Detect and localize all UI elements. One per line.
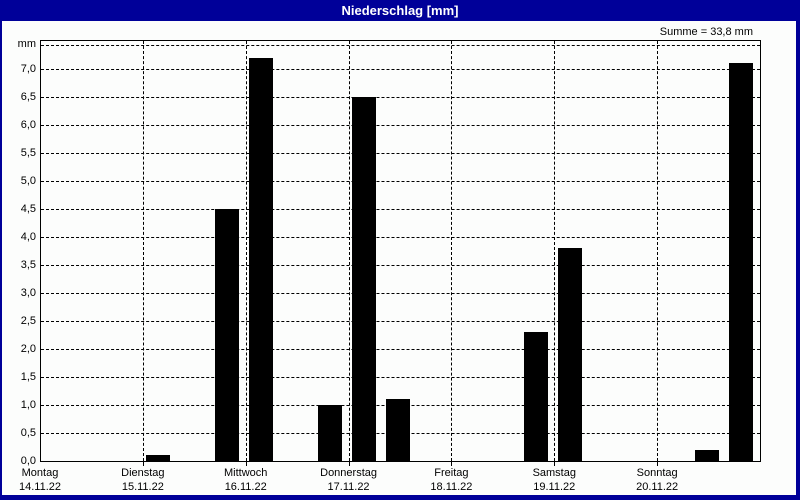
precipitation-bar (729, 63, 753, 461)
y-tick-label: 6,5 (20, 91, 36, 103)
precipitation-bar (524, 332, 548, 461)
gridline-vertical (349, 41, 350, 461)
gridline-horizontal (41, 153, 760, 154)
precipitation-bar (146, 455, 170, 461)
gridline-vertical (657, 41, 658, 461)
x-axis-day-label: Donnerstag 17.11.22 (304, 466, 394, 494)
y-tick-label: 4,5 (20, 203, 36, 215)
gridline-horizontal (41, 209, 760, 210)
day-date: 20.11.22 (636, 481, 679, 493)
gridline-vertical (554, 41, 555, 461)
gridline-horizontal (41, 97, 760, 98)
sum-label: Summe = 33,8 mm (659, 26, 753, 38)
day-date: 19.11.22 (533, 481, 576, 493)
day-date: 15.11.22 (121, 481, 164, 493)
y-tick-label: 5,0 (20, 175, 36, 187)
gridline-horizontal (41, 321, 760, 322)
y-tick-label: 3,5 (20, 259, 36, 271)
y-tick-label: 1,5 (20, 371, 36, 383)
x-axis-day-label: Mittwoch 16.11.22 (201, 466, 291, 494)
y-tick-label: 7,0 (20, 63, 36, 75)
x-axis-day-label: Freitag 18.11.22 (406, 466, 496, 494)
gridline-horizontal (41, 69, 760, 70)
day-date: 14.11.22 (18, 481, 61, 493)
x-axis-day-label: Montag 14.11.22 (0, 466, 85, 494)
precipitation-bar (352, 97, 376, 461)
day-name: Samstag (532, 467, 576, 479)
y-tick-label: 4,0 (20, 231, 36, 243)
x-axis-tick (349, 462, 350, 466)
y-axis-unit-label: mm (17, 38, 36, 50)
x-axis-tick (657, 462, 658, 466)
y-tick-label: 6,0 (20, 119, 36, 131)
x-axis-day-label: Samstag 19.11.22 (509, 466, 599, 494)
gridline-vertical (246, 41, 247, 461)
day-name: Dienstag (121, 467, 165, 479)
window-title: Niederschlag [mm] (341, 3, 459, 18)
y-tick-label: 5,5 (20, 147, 36, 159)
day-name: Freitag (434, 467, 469, 479)
precipitation-bar (386, 399, 410, 461)
gridline-horizontal (41, 181, 760, 182)
plot-area (40, 40, 761, 462)
gridline-horizontal (41, 125, 760, 126)
gridline-horizontal (41, 293, 760, 294)
day-name: Mittwoch (224, 467, 268, 479)
precipitation-bar (318, 405, 342, 461)
y-tick-label: 2,5 (20, 315, 36, 327)
x-axis-day-label: Dienstag 15.11.22 (98, 466, 188, 494)
day-date: 17.11.22 (327, 481, 370, 493)
gridline-horizontal (41, 349, 760, 350)
day-name: Montag (21, 467, 59, 479)
day-name: Sonntag (636, 467, 678, 479)
gridline-horizontal (41, 265, 760, 266)
gridline-vertical (451, 41, 452, 461)
gridline-scale-max (41, 45, 760, 46)
gridline-horizontal (41, 377, 760, 378)
x-axis-tick (246, 462, 247, 466)
y-tick-label: 0,5 (20, 427, 36, 439)
precipitation-bar (695, 450, 719, 461)
x-axis-tick (451, 462, 452, 466)
x-axis-day-label: Sonntag 20.11.22 (612, 466, 702, 494)
precipitation-bar (558, 248, 582, 461)
y-tick-label: 3,0 (20, 287, 36, 299)
window-titlebar: Niederschlag [mm] (0, 0, 800, 21)
day-date: 18.11.22 (430, 481, 473, 493)
x-axis-tick (554, 462, 555, 466)
y-tick-label: 1,0 (20, 399, 36, 411)
gridline-vertical (143, 41, 144, 461)
day-name: Donnerstag (320, 467, 377, 479)
x-axis-tick (143, 462, 144, 466)
precipitation-bar (215, 209, 239, 461)
day-date: 16.11.22 (224, 481, 267, 493)
y-tick-label: 0,0 (20, 455, 36, 467)
y-tick-label: 2,0 (20, 343, 36, 355)
gridline-horizontal (41, 237, 760, 238)
precipitation-bar (249, 58, 273, 461)
plot-frame (40, 40, 761, 462)
